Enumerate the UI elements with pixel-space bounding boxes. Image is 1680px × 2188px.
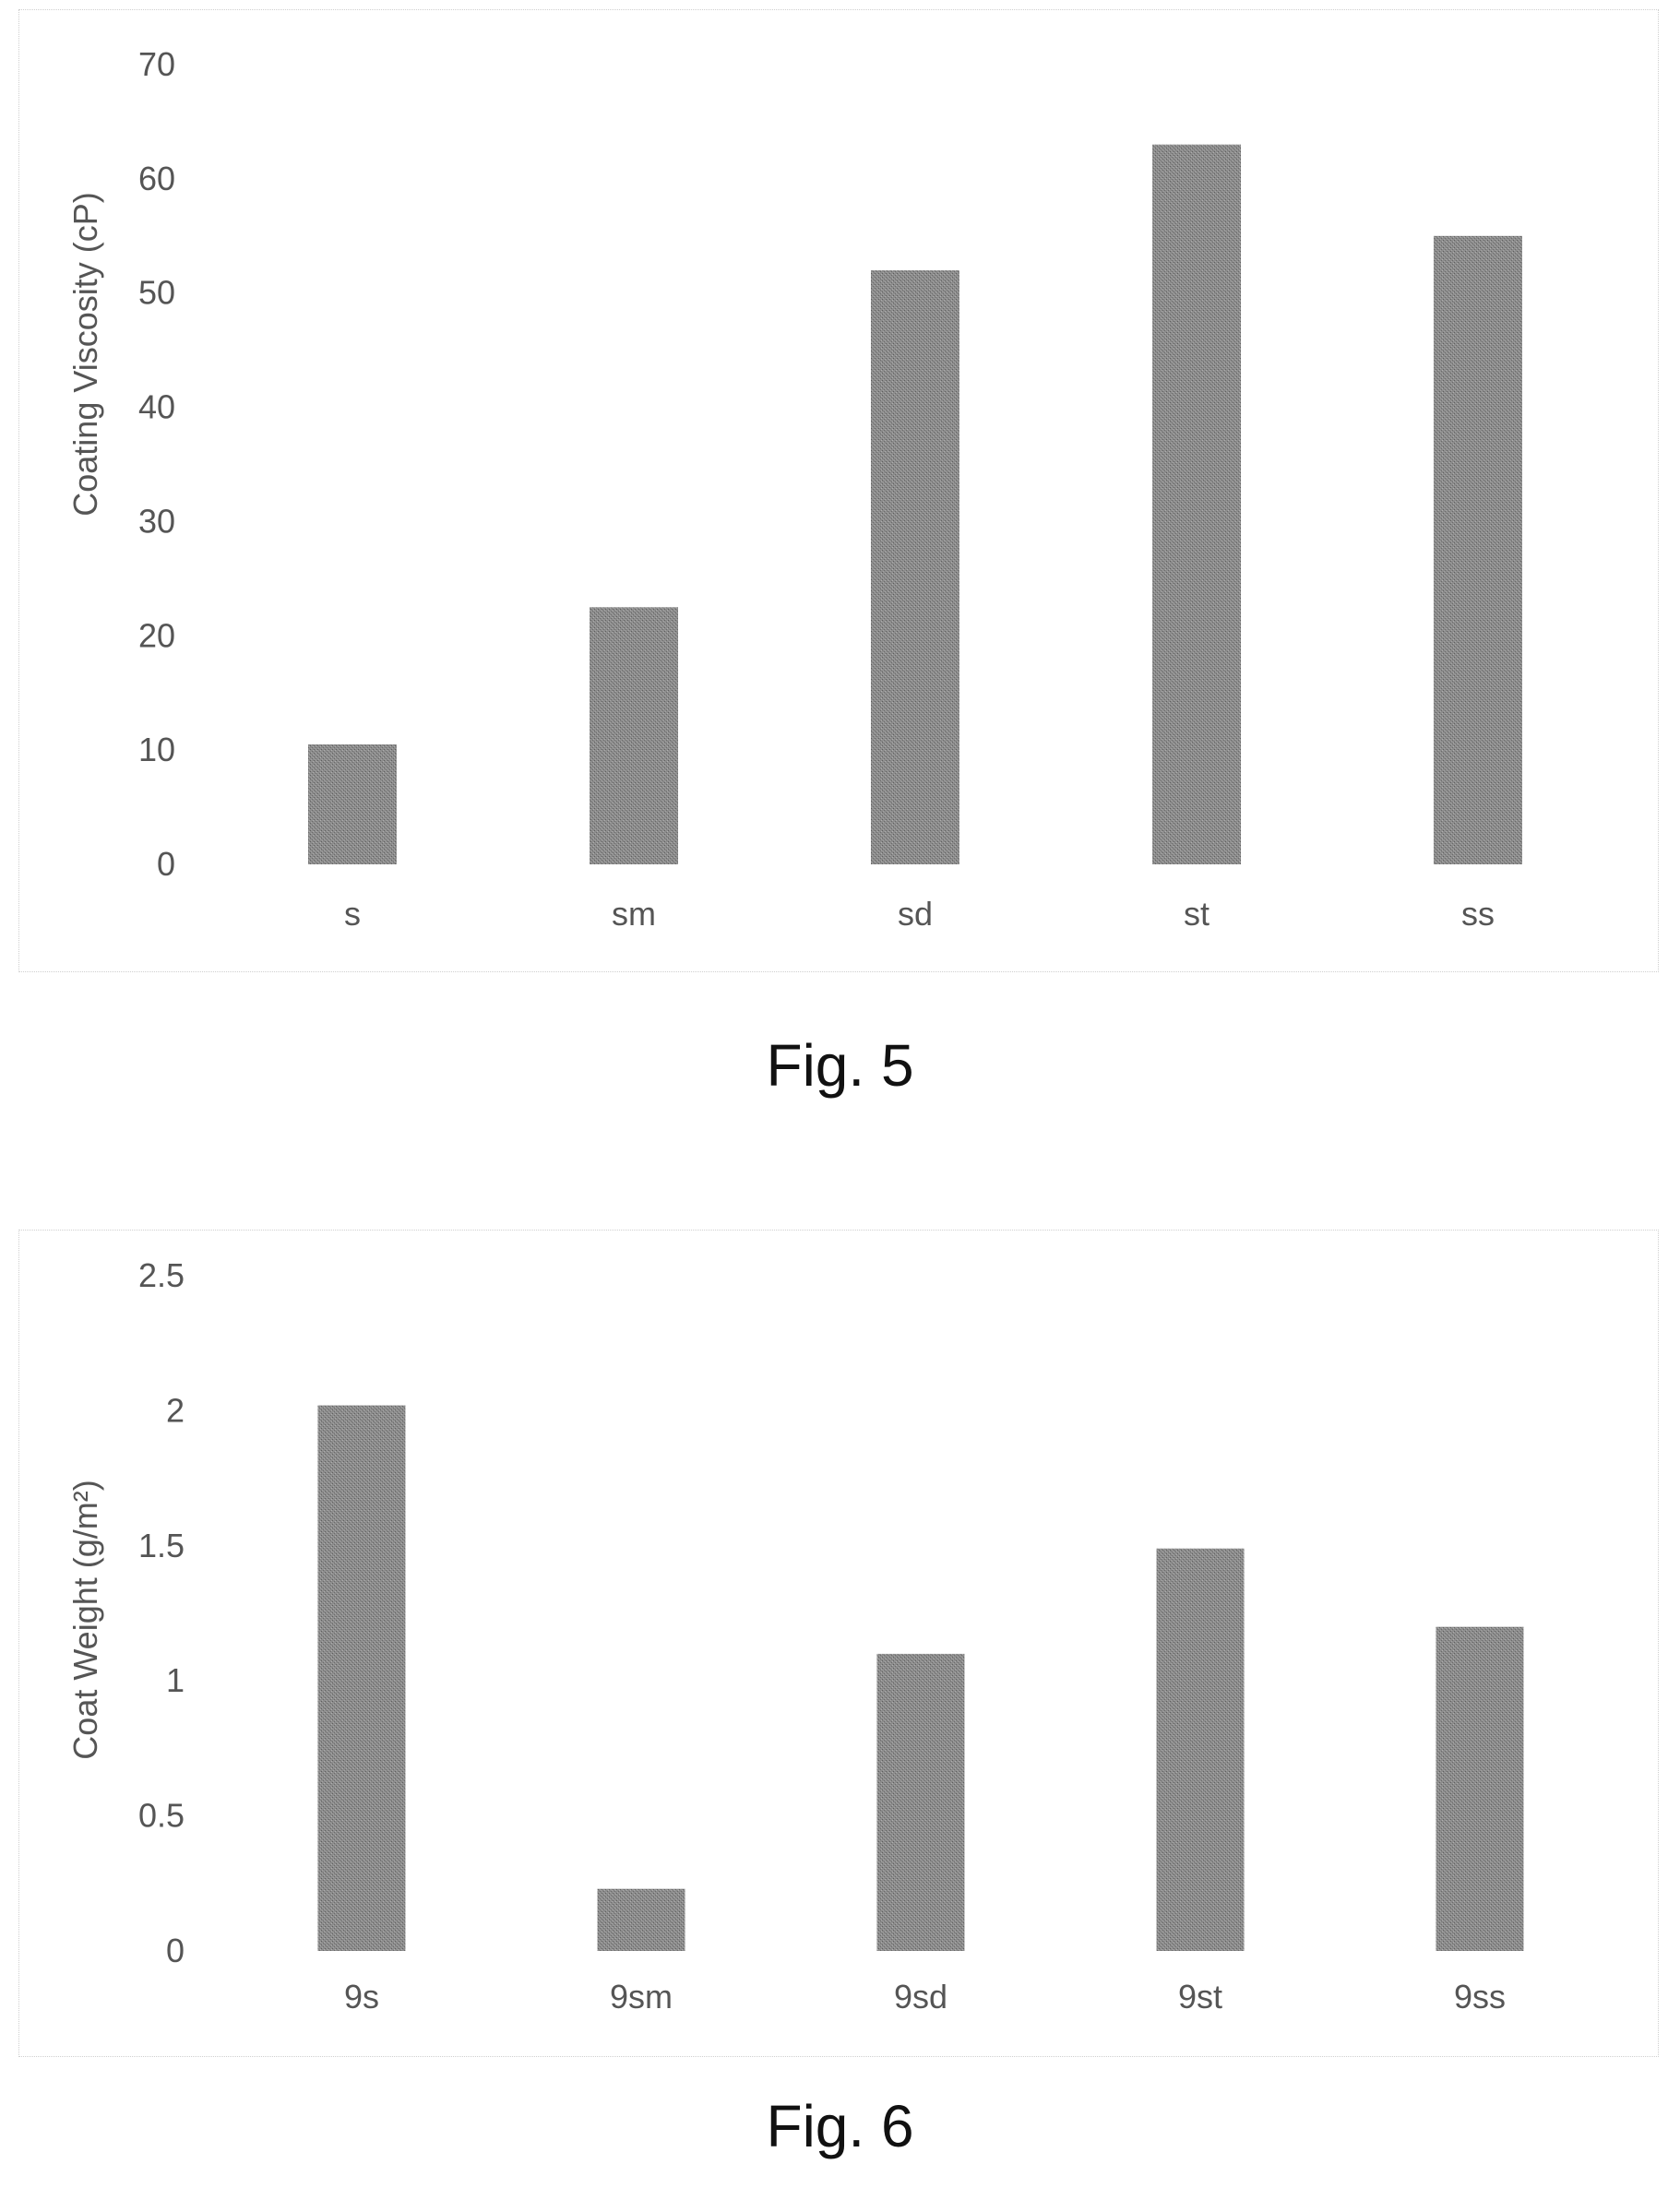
y-axis-title-fig5: Coating Viscosity (cP) xyxy=(66,192,104,516)
x-category-label-fig5: st xyxy=(1184,895,1209,933)
x-category-label-fig6: 9sm xyxy=(610,1978,673,2016)
y-tick-label-fig6: 1 xyxy=(166,1661,185,1699)
bar-fig5-sd xyxy=(871,269,959,864)
bar-fig6-9ss xyxy=(1436,1626,1524,1951)
bar-fig6-9s xyxy=(317,1405,406,1951)
y-tick-label-fig5: 60 xyxy=(138,160,175,197)
x-category-label-fig6: 9ss xyxy=(1454,1978,1506,2016)
x-category-label-fig6: 9sd xyxy=(894,1978,947,2016)
figure-caption-fig5: Fig. 5 xyxy=(766,1032,914,1099)
y-tick-label-fig5: 50 xyxy=(138,274,175,312)
y-tick-label-fig6: 0 xyxy=(166,1932,185,1969)
y-tick-label-fig6: 2.5 xyxy=(138,1256,185,1294)
y-tick-label-fig5: 0 xyxy=(157,845,175,883)
x-category-label-fig5: ss xyxy=(1461,895,1495,933)
bar-fig5-st xyxy=(1152,144,1241,864)
figure-caption-fig6: Fig. 6 xyxy=(766,2093,914,2159)
x-category-label-fig5: s xyxy=(344,895,361,933)
x-category-label-fig6: 9st xyxy=(1178,1978,1222,2016)
y-tick-label-fig6: 2 xyxy=(166,1391,185,1429)
bar-fig6-9sm xyxy=(597,1888,685,1951)
bar-fig6-9sd xyxy=(876,1653,965,1951)
x-category-label-fig6: 9s xyxy=(344,1978,379,2016)
chart-fig6-coat-weight: 0 0.5 1 1.5 2 2.5 9s 9sm 9sd 9st 9ss Coat Weight (g… xyxy=(66,1256,1524,2016)
y-tick-label-fig5: 30 xyxy=(138,502,175,540)
chart-frame-fig5 xyxy=(18,9,1659,972)
y-tick-label-fig5: 20 xyxy=(138,616,175,654)
x-category-label-fig5: sm xyxy=(612,895,656,933)
y-tick-label-fig5: 40 xyxy=(138,388,175,426)
chart-frame-fig6 xyxy=(18,1230,1659,2057)
bar-fig5-s xyxy=(308,743,397,864)
chart-fig5-coating-viscosity: 0 10 20 30 40 50 60 70 s sm sd st ss Coating Viscosit… xyxy=(66,45,1522,933)
y-tick-label-fig6: 0.5 xyxy=(138,1797,185,1835)
y-axis-title-fig6: Coat Weight (g/m²) xyxy=(66,1480,104,1759)
bar-fig5-sm xyxy=(590,607,678,864)
y-tick-label-fig5: 70 xyxy=(138,45,175,83)
bar-fig6-9st xyxy=(1156,1548,1245,1951)
x-category-label-fig5: sd xyxy=(898,895,933,933)
bar-fig5-ss xyxy=(1434,235,1522,865)
y-tick-label-fig6: 1.5 xyxy=(138,1527,185,1564)
y-tick-label-fig5: 10 xyxy=(138,731,175,768)
